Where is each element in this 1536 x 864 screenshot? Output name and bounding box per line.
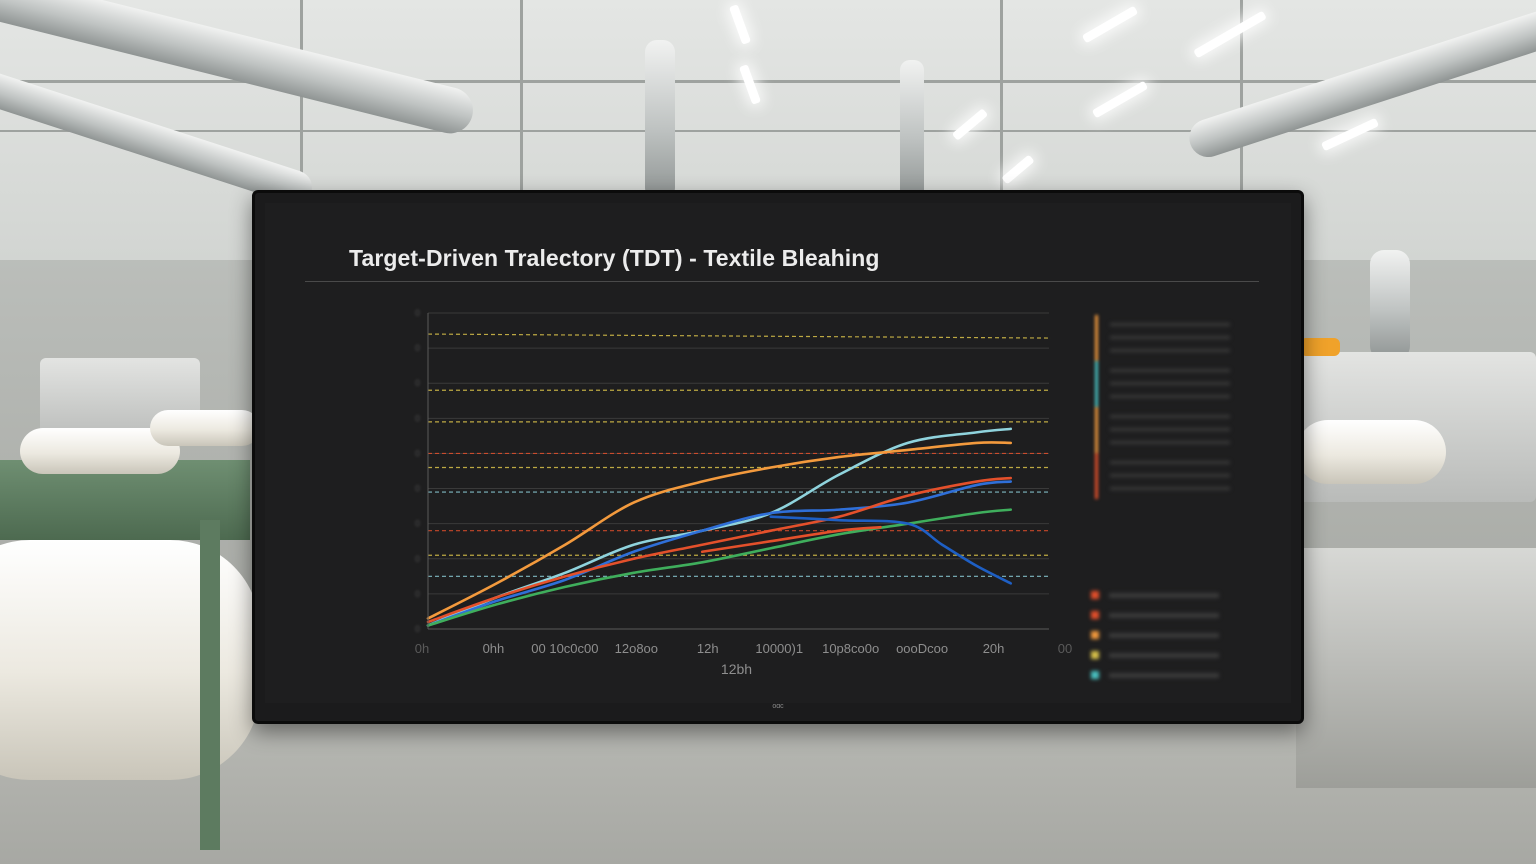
legend-entry [1095,453,1285,499]
floor [0,700,1536,864]
axis-layer: 0h 0hh 00 10c0c00 12o8oo 12h 10000)1 10p8co0o o… [415,313,1072,677]
x-axis-label: 12bh [721,661,752,677]
roof-truss [0,130,1536,132]
x-tick-label: 20h [983,641,1005,656]
air-duct [645,40,675,200]
control-box [1300,338,1340,356]
legend-swatch [1091,631,1099,639]
x-tick-label: 10p8co0o [822,641,879,656]
x-tick-label: 10000)1 [755,641,803,656]
legend-top [1095,315,1285,499]
legend-swatch [1091,651,1099,659]
legend-color-bar [1095,315,1098,361]
legend-text-blurred [1110,415,1230,445]
legend-color-bar [1095,407,1098,453]
y-tick-label: 0 [415,343,420,353]
monitor-brand-logo: oɑc [772,703,784,710]
x-tick-label: 0h [415,641,429,656]
legend-text-blurred [1109,592,1219,598]
legend-color-bar [1095,453,1098,499]
legend-entry [1091,625,1281,645]
x-tick-label: oooDcoo [896,641,948,656]
legend-color-bar [1095,361,1098,407]
legend-entry [1095,361,1285,407]
y-tick-label: 0 [415,448,420,458]
series-layer [426,427,1013,627]
legend-entry [1091,645,1281,665]
y-tick-label: 0 [415,484,420,494]
fabric-roll [150,410,260,446]
series-line [426,476,1013,624]
roof-truss [300,0,303,200]
legend-text-blurred [1110,369,1230,399]
legend-text-blurred [1109,672,1219,678]
y-tick-label: 0 [415,519,420,529]
air-duct [900,60,924,200]
legend-text-blurred [1109,612,1219,618]
y-tick-label: 0 [415,554,420,564]
legend-entry [1095,315,1285,361]
series-line [426,508,1013,627]
y-tick-label: 0 [415,413,420,423]
conveyor-rail [200,520,220,850]
fabric-roll [0,540,260,780]
x-tick-label: 12o8oo [615,641,658,656]
roof-truss [520,0,523,200]
monitor: Target-Driven Tralectory (TDT) - Textile… [252,190,1304,724]
reference-line [427,333,1052,339]
y-tick-label: 0 [415,308,420,318]
legend-entry [1091,585,1281,605]
title-divider [305,281,1259,282]
legend-entry [1091,605,1281,625]
reference-lines [427,333,1052,577]
x-tick-label: 12h [697,641,719,656]
legend-text-blurred [1110,323,1230,353]
legend-bottom [1091,585,1281,685]
x-tick-label: 00 [1058,641,1072,656]
legend-text-blurred [1109,652,1219,658]
x-tick-label: 00 10c0c00 [531,641,598,656]
roof-truss [0,80,1536,83]
y-tick-label: 0 [415,624,420,634]
roof-truss [1000,0,1003,200]
grid-layer: 0 0 0 0 0 0 0 0 0 0 [415,308,1049,634]
legend-text-blurred [1109,632,1219,638]
legend-swatch [1091,591,1099,599]
roof-truss [1240,0,1243,200]
y-tick-label: 0 [415,378,420,388]
series-line [426,480,1013,627]
legend-text-blurred [1110,461,1230,491]
bleach-vat [1296,548,1536,788]
air-duct [1370,250,1410,360]
monitor-screen: Target-Driven Tralectory (TDT) - Textile… [265,203,1291,703]
x-tick-label: 0hh [483,641,505,656]
series-line [769,515,1013,585]
legend-entry [1091,665,1281,685]
chart-title: Target-Driven Tralectory (TDT) - Textile… [349,245,880,271]
fabric-roll [1296,420,1446,484]
legend-swatch [1091,611,1099,619]
series-line [700,525,882,554]
legend-entry [1095,407,1285,453]
y-tick-label: 0 [415,589,420,599]
series-line [426,441,1013,620]
legend-swatch [1091,671,1099,679]
